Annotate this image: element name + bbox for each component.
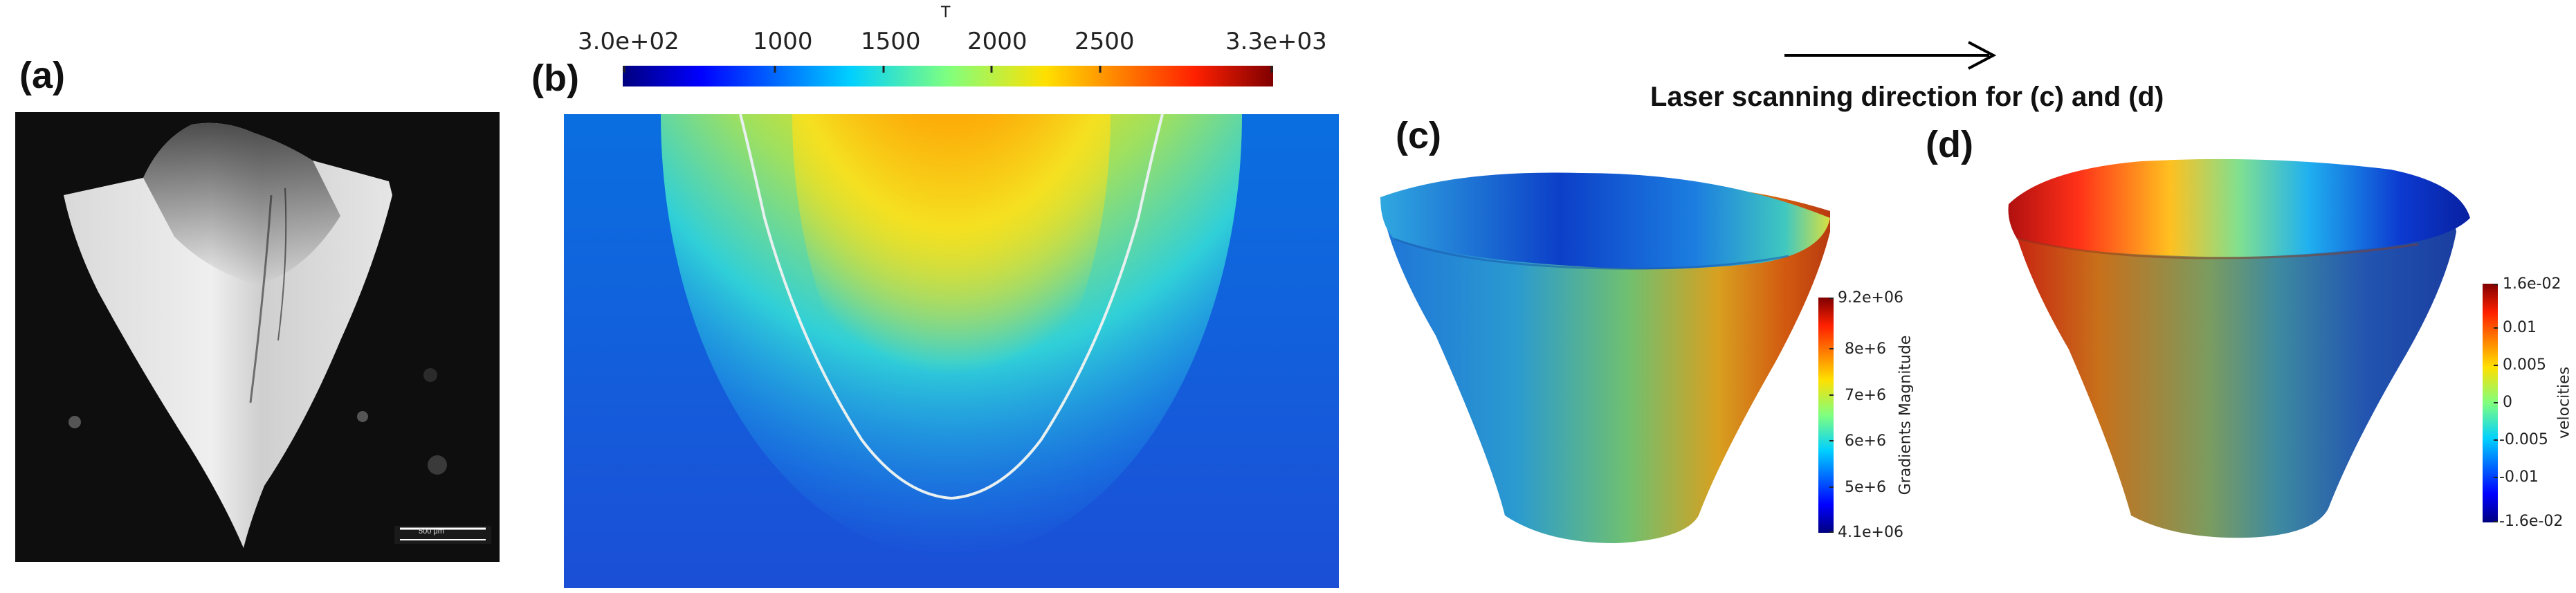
temperature-tick-label: 1000 — [753, 28, 813, 55]
velocity-max-label: 1.6e-02 — [2503, 275, 2561, 293]
temperature-colorbar — [623, 60, 1273, 93]
panel-c-label: (c) — [1396, 115, 1441, 156]
scan-direction-arrow — [1782, 38, 2003, 73]
temperature-tick-label: 1500 — [861, 28, 921, 55]
velocity-tick-label: 0.01 — [2503, 319, 2537, 336]
velocity-tick-label: 0 — [2503, 394, 2512, 411]
velocity-tick-label: -0.01 — [2499, 468, 2539, 486]
panel-a-label: (a) — [19, 55, 65, 96]
velocity-colorbar-title: velocities — [2555, 366, 2573, 439]
temperature-colorbar-title: T — [941, 4, 951, 21]
gradient-tick-label: 7e+6 — [1845, 387, 1886, 404]
gradient-magnitude-surface — [1373, 170, 1844, 547]
velocity-tick-label: 0.005 — [2503, 356, 2546, 374]
gradient-tick-label: 8e+6 — [1845, 340, 1886, 358]
gradient-magnitude-colorbar — [1818, 298, 1834, 533]
temperature-max-label: 3.3e+03 — [1225, 28, 1327, 55]
temperature-tick-label: 2500 — [1075, 28, 1135, 55]
temperature-tick-label: 2000 — [967, 28, 1027, 55]
velocity-tick-label: -0.005 — [2499, 431, 2548, 448]
melt-pool-boundary — [739, 113, 1164, 500]
velocity-min-label: -1.6e-02 — [2499, 513, 2564, 530]
panel-b-label: (b) — [531, 57, 579, 99]
micrograph-image: 500 μm — [15, 112, 500, 562]
gradient-colorbar-title: Gradients Magnitude — [1897, 335, 1915, 495]
scan-direction-caption: Laser scanning direction for (c) and (d) — [1650, 82, 2164, 112]
temperature-field-plot — [564, 0, 1339, 588]
temperature-min-label: 3.0e+02 — [578, 28, 679, 55]
gradient-max-label: 9.2e+06 — [1838, 289, 1903, 307]
scale-bar-label: 500 μm — [419, 527, 444, 536]
gradient-tick-label: 5e+6 — [1845, 479, 1886, 496]
gradient-tick-label: 6e+6 — [1845, 432, 1886, 450]
velocity-colorbar — [2483, 284, 2498, 522]
gradient-min-label: 4.1e+06 — [1838, 524, 1903, 541]
velocity-surface — [2003, 156, 2477, 543]
panel-d-label: (d) — [1926, 124, 1973, 165]
